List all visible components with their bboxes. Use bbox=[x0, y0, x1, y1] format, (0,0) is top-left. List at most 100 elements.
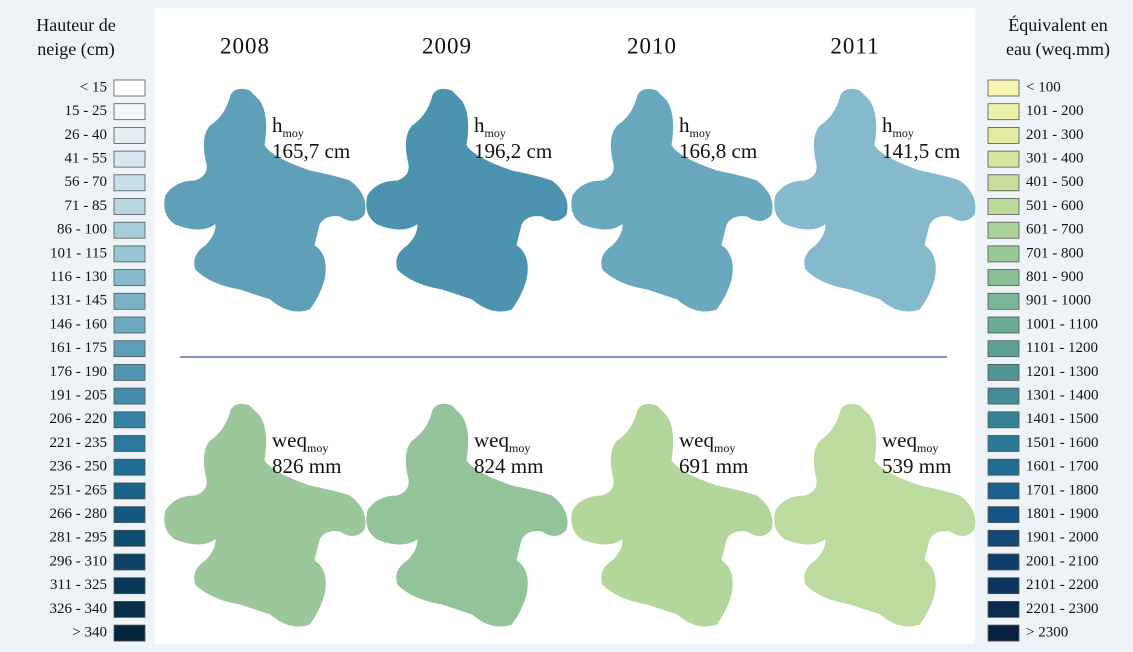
map-variable-name: h bbox=[272, 113, 283, 137]
map-variable-sub: moy bbox=[283, 126, 304, 140]
legend-label: 801 - 900 bbox=[1026, 269, 1084, 285]
map-variable-sub: moy bbox=[917, 441, 938, 455]
legend-swatch bbox=[987, 174, 1020, 192]
legend-swatch bbox=[987, 506, 1020, 524]
legend-swatch bbox=[113, 221, 146, 239]
legend-label: 176 - 190 bbox=[50, 364, 108, 380]
map-value: 166,8 cm bbox=[679, 139, 757, 163]
map-value: 539 mm bbox=[882, 454, 951, 478]
legend-label: 191 - 205 bbox=[50, 388, 108, 404]
legend-label: 1501 - 1600 bbox=[1026, 435, 1099, 451]
map-variable-sub: moy bbox=[714, 441, 735, 455]
legend-swatch bbox=[113, 506, 146, 524]
legend-label: 146 - 160 bbox=[50, 316, 108, 332]
legend-swatch bbox=[113, 553, 146, 571]
legend-swatch bbox=[113, 482, 146, 500]
legend-label: 201 - 300 bbox=[1026, 127, 1084, 143]
map-variable: weqmoy bbox=[882, 428, 938, 455]
legend-label: < 15 bbox=[80, 79, 107, 95]
legend-label: 601 - 700 bbox=[1026, 222, 1084, 238]
map-value: 824 mm bbox=[474, 454, 543, 478]
legend-swatch bbox=[113, 198, 146, 215]
legend-swatch bbox=[113, 316, 146, 334]
legend-label: 1801 - 1900 bbox=[1026, 506, 1099, 522]
legend-swatch bbox=[113, 624, 146, 642]
legend-swatch bbox=[113, 435, 146, 452]
legend-label: 1901 - 2000 bbox=[1026, 530, 1099, 546]
year-label: 2008 bbox=[220, 33, 270, 58]
legend-label: 266 - 280 bbox=[50, 506, 108, 522]
legend-label: 701 - 800 bbox=[1026, 245, 1084, 261]
legend-label: 131 - 145 bbox=[50, 293, 108, 309]
map-variable: weqmoy bbox=[272, 428, 328, 455]
map-value: 165,7 cm bbox=[272, 139, 350, 163]
map-variable-name: weq bbox=[272, 428, 307, 452]
map-variable: weqmoy bbox=[679, 428, 735, 455]
legend-swatch bbox=[987, 221, 1020, 239]
legend-swatch bbox=[987, 340, 1020, 358]
map-variable: hmoy bbox=[679, 113, 711, 140]
legend-swatch bbox=[987, 316, 1020, 334]
legend-label: 116 - 130 bbox=[50, 269, 107, 285]
map-value: 691 mm bbox=[679, 454, 748, 478]
map-shape bbox=[570, 402, 774, 628]
year-label: 2011 bbox=[830, 33, 879, 58]
map-variable: hmoy bbox=[474, 113, 506, 140]
legend-swatch bbox=[987, 458, 1020, 476]
legend-label: 2201 - 2300 bbox=[1026, 601, 1099, 617]
map-variable-name: weq bbox=[679, 428, 714, 452]
legend-label: 401 - 500 bbox=[1026, 174, 1084, 190]
legend-label: > 340 bbox=[72, 625, 107, 641]
legend-swatch bbox=[987, 198, 1020, 215]
year-label: 2009 bbox=[422, 33, 472, 58]
map-value: 196,2 cm bbox=[474, 139, 552, 163]
legend-swatch bbox=[113, 340, 146, 358]
legend-label: 41 - 55 bbox=[65, 151, 108, 167]
legend-swatch bbox=[987, 601, 1020, 618]
legend-swatch bbox=[113, 174, 146, 192]
legend-swatch bbox=[113, 245, 146, 263]
legend-swatch bbox=[113, 411, 146, 429]
legend-label: 901 - 1000 bbox=[1026, 293, 1091, 309]
legend-swatch bbox=[987, 363, 1020, 381]
legend-swatch bbox=[113, 601, 146, 618]
legend-swatch bbox=[987, 577, 1020, 595]
map-variable-name: weq bbox=[474, 428, 509, 452]
legend-label: 56 - 70 bbox=[65, 174, 108, 190]
legend-title: eau (weq.mm) bbox=[1006, 39, 1110, 60]
legend-label: 2101 - 2200 bbox=[1026, 577, 1099, 593]
legend-swatch bbox=[113, 529, 146, 547]
legend-swatch bbox=[987, 245, 1020, 263]
legend-label: 501 - 600 bbox=[1026, 198, 1084, 214]
map-variable: hmoy bbox=[272, 113, 304, 140]
legend-label: 301 - 400 bbox=[1026, 151, 1084, 167]
legend-swatch bbox=[987, 435, 1020, 452]
map-shape bbox=[773, 87, 977, 313]
legend-label: 296 - 310 bbox=[50, 553, 108, 569]
map-variable: weqmoy bbox=[474, 428, 530, 455]
legend-label: 1301 - 1400 bbox=[1026, 388, 1099, 404]
legend-label: 1401 - 1500 bbox=[1026, 411, 1099, 427]
legend-swatch bbox=[113, 458, 146, 476]
legend-title: Équivalent en bbox=[1008, 14, 1107, 35]
map-shape bbox=[365, 87, 569, 313]
legend-title: Hauteur de bbox=[36, 15, 115, 35]
legend-label: 101 - 115 bbox=[50, 245, 107, 261]
map-shape bbox=[773, 402, 977, 628]
legend-swatch bbox=[113, 387, 146, 405]
legend-label: 1701 - 1800 bbox=[1026, 482, 1099, 498]
legend-swatch bbox=[113, 577, 146, 595]
legend-swatch bbox=[987, 387, 1020, 405]
map-value: 826 mm bbox=[272, 454, 341, 478]
legend-label: 251 - 265 bbox=[50, 482, 108, 498]
legend-label: 1201 - 1300 bbox=[1026, 364, 1099, 380]
legend-swatch bbox=[113, 269, 146, 287]
legend-swatch bbox=[113, 79, 146, 97]
legend-swatch bbox=[987, 292, 1020, 310]
legend-label: 71 - 85 bbox=[65, 198, 108, 214]
